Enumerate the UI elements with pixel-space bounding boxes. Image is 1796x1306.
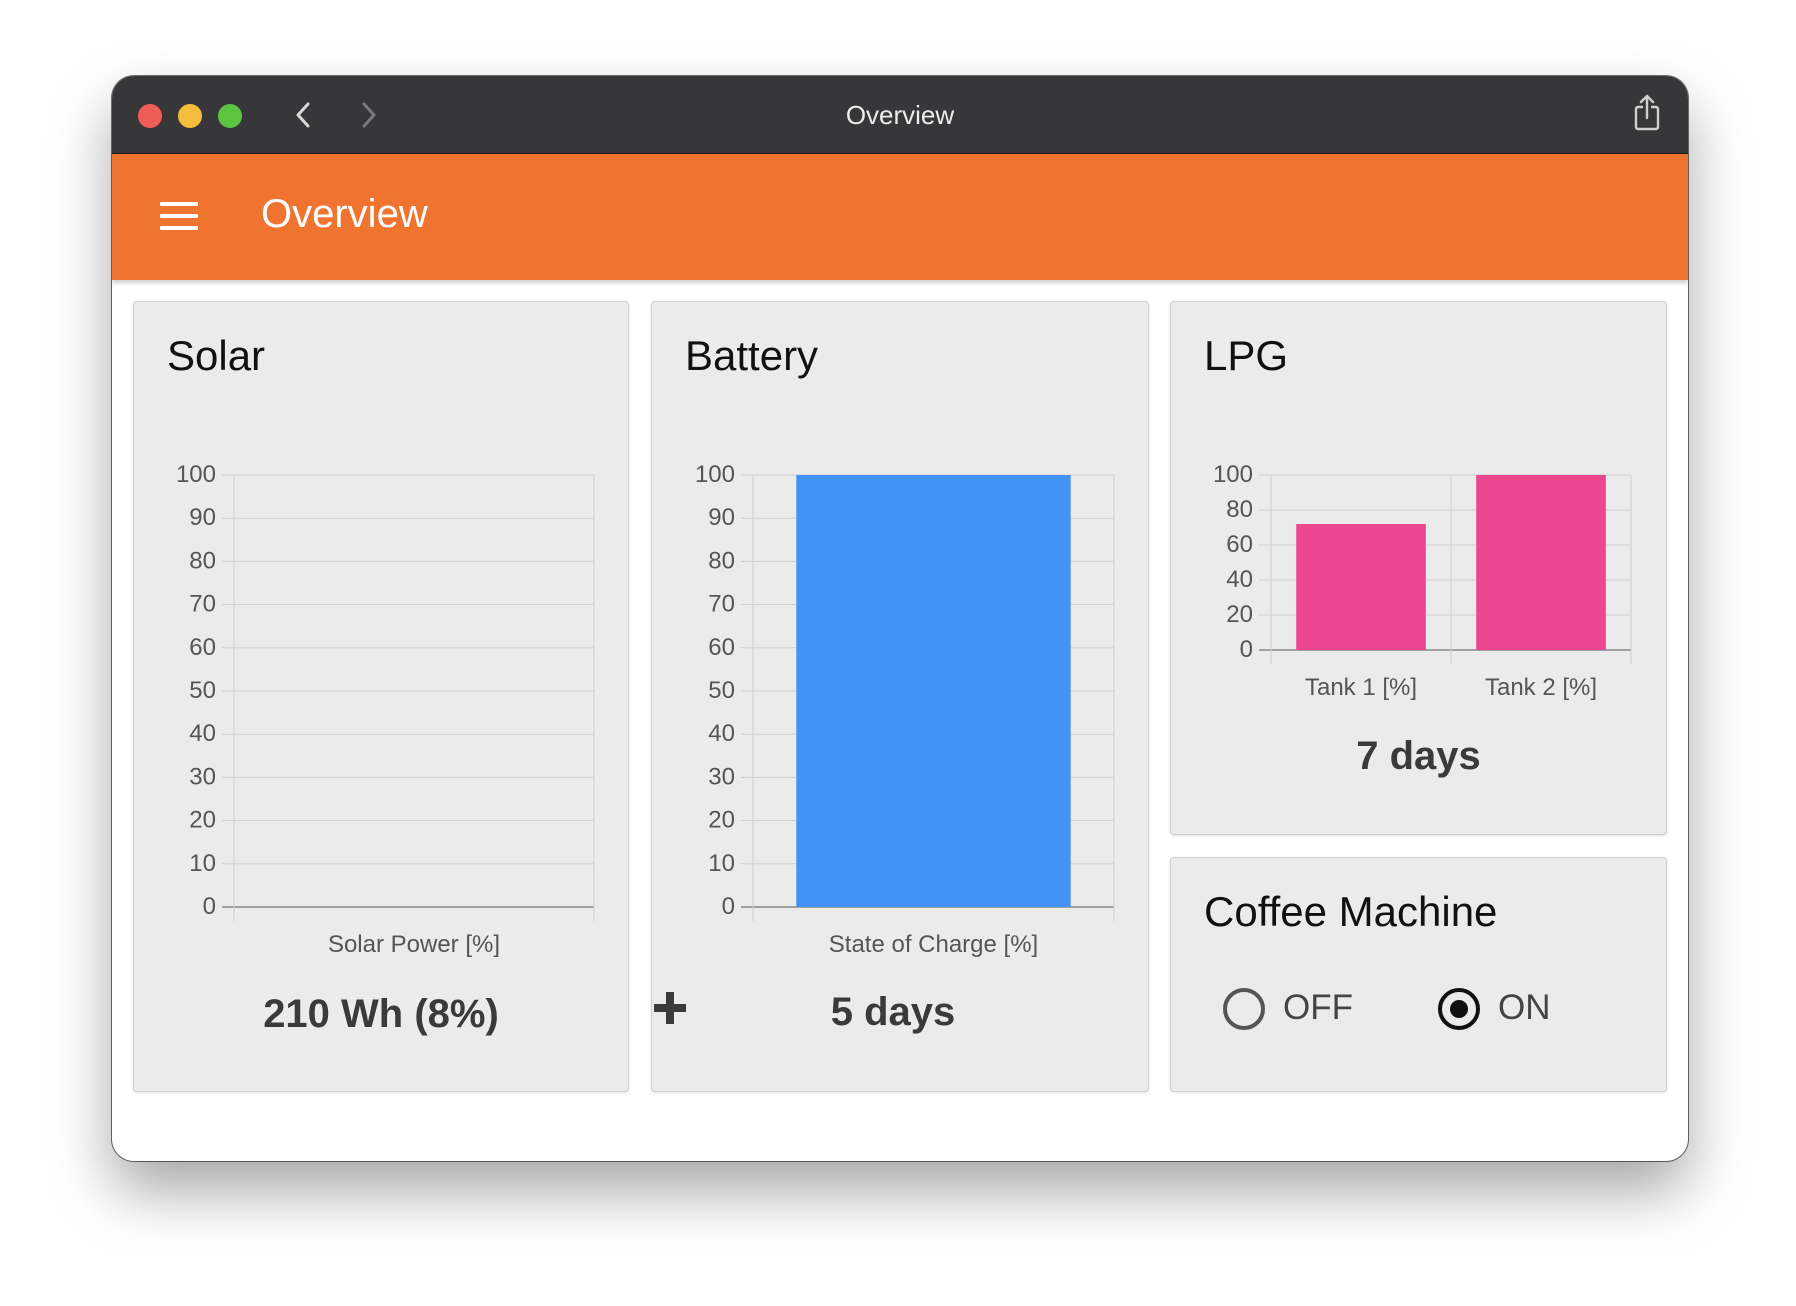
solar-title: Solar — [167, 332, 266, 379]
battery-chart: 0 10 20 30 40 50 60 70 80 90 100 State of Charge [%… — [695, 461, 1115, 958]
coffee-machine-card: Coffee Machine OFF ON — [1170, 857, 1667, 1092]
page-title: Overview — [261, 192, 428, 236]
chevron-right-icon — [362, 102, 376, 128]
y-tick-label: 40 — [708, 720, 735, 747]
share-button[interactable] — [1632, 94, 1662, 132]
y-tick-label: 90 — [708, 504, 735, 531]
bar — [796, 475, 1071, 907]
radio-off-circle[interactable] — [1223, 988, 1265, 1030]
x-category-label: Tank 1 [%] — [1305, 674, 1417, 701]
y-tick-label: 40 — [1226, 566, 1253, 593]
y-tick-label: 0 — [722, 893, 735, 920]
y-tick-label: 60 — [189, 634, 216, 661]
menu-button[interactable] — [160, 202, 198, 232]
x-category-label: State of Charge [%] — [829, 931, 1038, 958]
y-tick-label: 30 — [708, 763, 735, 790]
solar-chart: 0 10 20 30 40 50 60 70 80 90 100 Solar Power [%] — [176, 461, 595, 958]
y-tick-label: 70 — [708, 591, 735, 618]
y-tick-label: 20 — [189, 807, 216, 834]
forward-button[interactable] — [354, 98, 384, 132]
close-window-button[interactable] — [138, 104, 162, 128]
radio-on[interactable]: ON — [1438, 982, 1598, 1034]
y-tick-label: 60 — [1226, 531, 1253, 558]
battery-card: Battery 0 10 20 30 40 50 60 70 80 90 100 State of C… — [651, 301, 1149, 1092]
plus-icon — [654, 992, 686, 1024]
lpg-title: LPG — [1204, 332, 1289, 379]
lpg-card: LPG 0 20 40 60 80 100 Tank 1 [%] Tank 2 [%] 7 d… — [1170, 301, 1667, 835]
y-tick-label: 80 — [189, 547, 216, 574]
radio-off-label: OFF — [1283, 988, 1353, 1027]
chevron-left-icon — [296, 102, 310, 128]
y-tick-label: 50 — [708, 677, 735, 704]
x-category-label: Solar Power [%] — [328, 931, 500, 958]
battery-days: 5 days — [830, 990, 956, 1034]
app-window: Overview Overview Solar 0 10 20 30 40 50 60 70 8… — [112, 76, 1688, 1161]
y-tick-label: 50 — [189, 677, 216, 704]
y-tick-label: 10 — [189, 850, 216, 877]
y-tick-label: 20 — [1226, 601, 1253, 628]
bar — [1476, 475, 1606, 650]
radio-selected-dot — [1450, 1000, 1468, 1018]
radio-off[interactable]: OFF — [1223, 982, 1383, 1034]
y-tick-label: 100 — [176, 461, 216, 488]
radio-on-label: ON — [1498, 988, 1551, 1027]
y-tick-label: 0 — [1240, 636, 1253, 663]
share-icon — [1634, 94, 1660, 131]
zoom-window-button[interactable] — [218, 104, 242, 128]
minimize-window-button[interactable] — [178, 104, 202, 128]
lpg-summary: 7 days — [1356, 734, 1481, 778]
coffee-machine-title: Coffee Machine — [1204, 888, 1498, 935]
x-category-label: Tank 2 [%] — [1485, 674, 1597, 701]
y-tick-label: 80 — [1226, 496, 1253, 523]
y-tick-label: 60 — [708, 634, 735, 661]
coffee-power-radio-group: OFF ON — [1171, 982, 1666, 1042]
y-tick-label: 30 — [189, 763, 216, 790]
window-title: Overview — [845, 100, 955, 130]
y-tick-label: 80 — [708, 547, 735, 574]
solar-summary: 210 Wh (8%) — [263, 992, 499, 1036]
title-bar: Overview — [112, 76, 1688, 154]
y-tick-label: 70 — [189, 591, 216, 618]
y-tick-label: 100 — [695, 461, 735, 488]
battery-title: Battery — [685, 332, 819, 379]
y-tick-label: 100 — [1213, 461, 1253, 488]
radio-on-circle[interactable] — [1438, 988, 1480, 1030]
battery-summary: 5 days — [652, 990, 1148, 1035]
app-bar: Overview — [112, 154, 1688, 280]
y-tick-label: 90 — [189, 504, 216, 531]
bar — [1296, 524, 1426, 650]
menu-icon — [160, 202, 198, 230]
y-tick-label: 20 — [708, 807, 735, 834]
y-tick-label: 10 — [708, 850, 735, 877]
solar-card: Solar 0 10 20 30 40 50 60 70 80 90 100 Solar Power … — [133, 301, 629, 1092]
back-button[interactable] — [288, 98, 318, 132]
y-tick-label: 40 — [189, 720, 216, 747]
lpg-chart: 0 20 40 60 80 100 Tank 1 [%] Tank 2 [%] — [1213, 461, 1632, 701]
y-tick-label: 0 — [203, 893, 216, 920]
